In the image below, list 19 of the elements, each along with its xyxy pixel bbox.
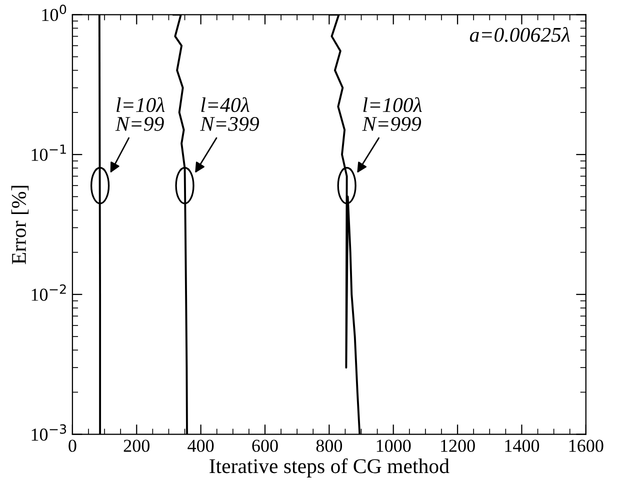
y-tick-label: 10$^{−2}$ (32, 284, 66, 301)
x-tick-label: 1400 (505, 440, 540, 452)
x-tick-label: 1600 (569, 440, 604, 452)
x-tick-label: 200 (124, 440, 150, 452)
x-tick-label: 600 (252, 440, 278, 452)
annotation: a=0.00625λ (470, 27, 570, 42)
x-tick-label: 1200 (441, 440, 475, 452)
x-axis-title: Iterative steps of CG method (210, 458, 450, 478)
x-tick-label: 800 (316, 440, 342, 452)
y-tick-label: 10$^{−1}$ (32, 144, 66, 161)
annotation: l=40λ N=399 (200, 97, 260, 131)
x-tick-label: 0 (68, 440, 76, 452)
y-axis-title: Error [%] (11, 186, 29, 264)
y-tick-label: 10$^{−3}$ (32, 424, 66, 441)
x-tick-label: 400 (188, 440, 214, 452)
y-tick-label: 10$^{0}$ (42, 4, 66, 22)
x-tick-label: 1000 (376, 440, 411, 452)
annotation: l=100λ N=999 (362, 97, 422, 131)
annotation: l=10λ N=99 (115, 97, 165, 131)
